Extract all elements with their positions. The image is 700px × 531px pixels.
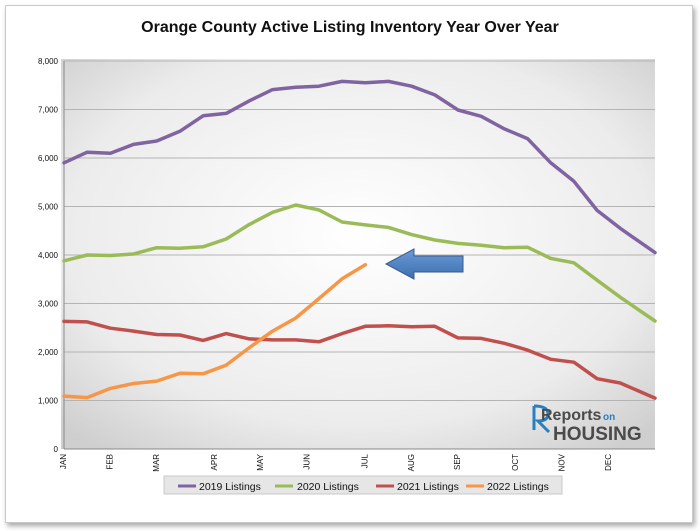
y-tick-label: 8,000 <box>38 57 59 66</box>
x-tick-label: APR <box>210 454 219 471</box>
x-tick-label: NOV <box>557 453 566 471</box>
x-tick-label: JUL <box>360 453 369 468</box>
x-tick-label: FEB <box>105 454 114 470</box>
series-line-1 <box>62 203 657 323</box>
legend: 2019 Listings 2020 Listings 2021 Listing… <box>163 475 563 495</box>
y-tick-label: 5,000 <box>38 203 59 212</box>
x-tick-label: JAN <box>59 454 68 469</box>
legend-label-2021: 2021 Listings <box>397 481 459 493</box>
x-tick-label: SEP <box>453 454 462 470</box>
y-tick-label: 3,000 <box>38 300 59 309</box>
x-tick-label: DEC <box>604 454 613 471</box>
y-tick-label: 2,000 <box>38 348 59 357</box>
series-line-2 <box>62 319 657 400</box>
chart-title: Orange County Active Listing Inventory Y… <box>141 19 559 36</box>
plot-area <box>61 59 655 449</box>
reports-on-housing-logo: Reports on HOUSING <box>532 404 642 445</box>
series-line-3 <box>62 262 368 400</box>
x-tick-label: AUG <box>407 454 416 471</box>
y-tick-label: 4,000 <box>38 251 59 260</box>
x-tick-label: OCT <box>511 454 520 471</box>
legend-label-2022: 2022 Listings <box>487 481 549 493</box>
y-tick-label: 6,000 <box>38 154 59 163</box>
x-tick-label: MAR <box>152 454 161 472</box>
y-tick-label: 0 <box>54 445 59 454</box>
series-line-0 <box>62 79 657 255</box>
annotation-arrow <box>384 248 464 280</box>
x-tick-label: MAY <box>256 453 265 470</box>
x-tick-label: JUN <box>302 454 311 470</box>
legend-box <box>163 475 563 495</box>
legend-label-2019: 2019 Listings <box>199 481 261 493</box>
y-tick-label: 1,000 <box>38 397 59 406</box>
svg-text:Reports: Reports <box>541 407 602 424</box>
y-tick-label: 7,000 <box>38 106 59 115</box>
svg-text:HOUSING: HOUSING <box>553 424 642 445</box>
legend-label-2020: 2020 Listings <box>297 481 359 493</box>
svg-text:on: on <box>603 412 615 423</box>
